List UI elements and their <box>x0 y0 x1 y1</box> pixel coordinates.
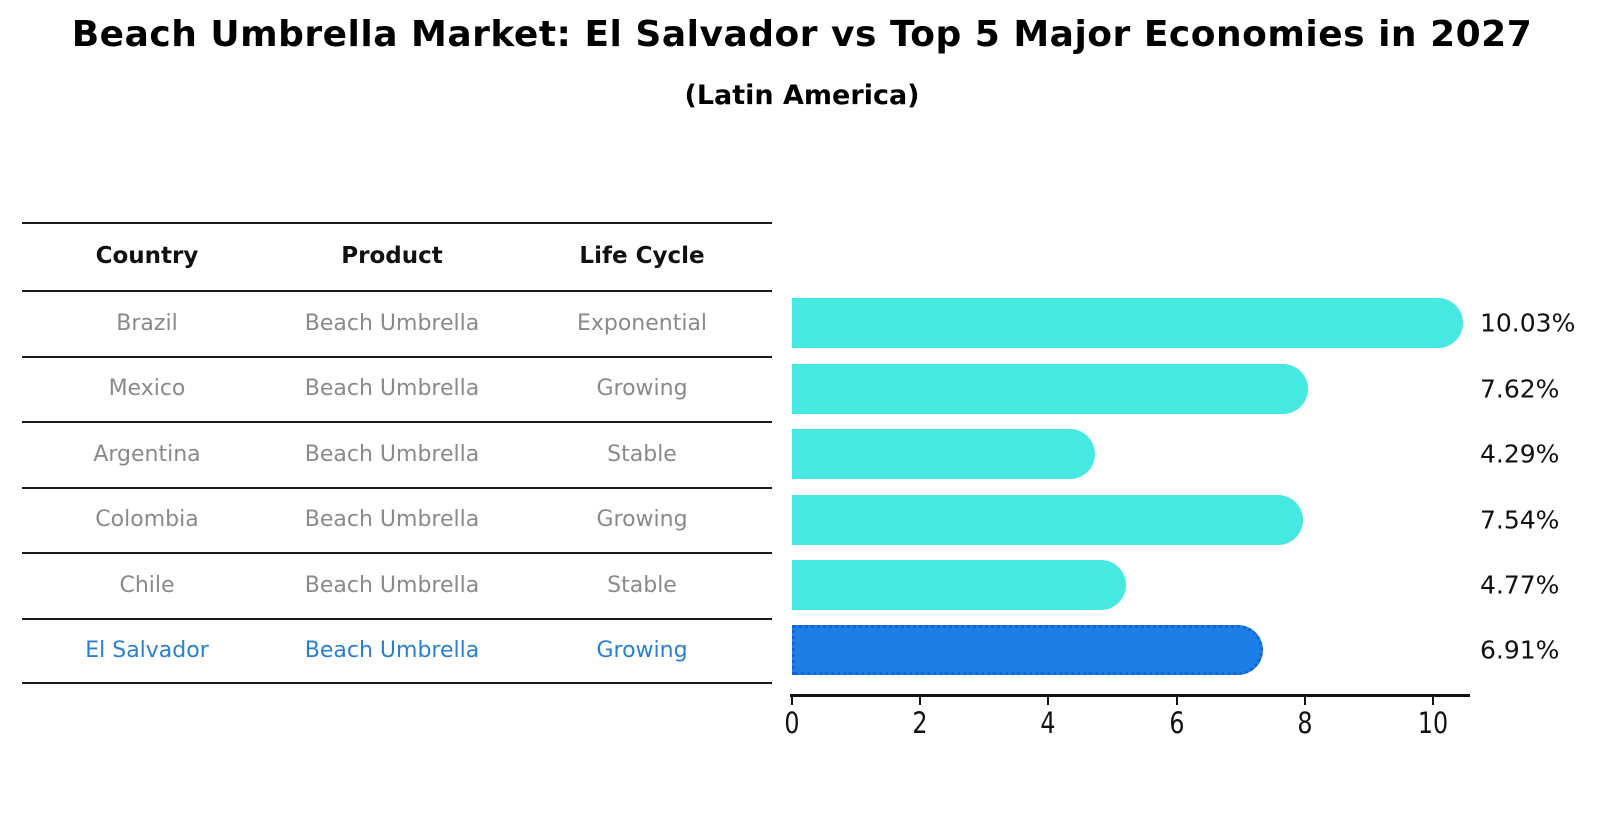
x-axis-tick-label: 4 <box>1040 706 1056 740</box>
x-axis-line <box>790 694 1470 697</box>
x-axis-tick <box>1432 694 1434 705</box>
table-cell: Beach Umbrella <box>304 376 480 401</box>
table-cell: Beach Umbrella <box>304 637 480 663</box>
table-header-cell: Product <box>341 243 443 269</box>
table-cell: Beach Umbrella <box>304 507 480 532</box>
x-axis-tick <box>1303 694 1306 705</box>
bar <box>792 494 1304 545</box>
x-axis-tick-label: 10 <box>1417 706 1449 740</box>
bar <box>792 429 1095 479</box>
chart-subtitle: (Latin America) <box>684 80 920 111</box>
table-rule-line <box>22 290 772 292</box>
bar <box>792 298 1463 348</box>
table-cell: El Salvador <box>85 637 209 663</box>
table-rule-line <box>22 487 772 489</box>
table-header-cell: Life Cycle <box>579 243 705 269</box>
table-cell: Mexico <box>108 376 186 401</box>
value-label: 7.62% <box>1480 374 1560 403</box>
table-cell: Growing <box>596 376 688 401</box>
bar-highlighted <box>792 625 1263 675</box>
chart-title: Beach Umbrella Market: El Salvador vs To… <box>71 14 1533 55</box>
table-cell: Argentina <box>93 441 201 467</box>
table-cell: Growing <box>596 507 688 532</box>
table-rule-line <box>22 552 772 554</box>
table-header-cell: Country <box>95 243 199 269</box>
x-axis-tick-label: 6 <box>1169 706 1185 740</box>
x-axis-tick-label: 2 <box>912 706 928 740</box>
table-cell: Chile <box>119 572 175 598</box>
value-label: 6.91% <box>1480 635 1560 665</box>
value-label: 4.29% <box>1480 439 1560 469</box>
table-rule-line <box>22 421 772 423</box>
table-cell: Growing <box>596 637 688 663</box>
table-cell: Exponential <box>576 310 708 336</box>
table-cell: Stable <box>607 572 677 598</box>
x-axis-tick-label: 0 <box>784 706 800 740</box>
x-axis-tick <box>919 694 922 705</box>
table-rule-line <box>22 356 772 358</box>
value-label: 4.77% <box>1480 570 1560 600</box>
x-axis-tick-label: 8 <box>1297 706 1313 740</box>
bar <box>792 363 1309 414</box>
table-cell: Stable <box>607 441 677 467</box>
table-cell: Beach Umbrella <box>304 310 480 336</box>
table-rule-line <box>22 618 772 620</box>
table-rule-line <box>22 222 772 224</box>
table-cell: Colombia <box>95 507 199 532</box>
table-cell: Brazil <box>116 310 178 336</box>
x-axis-tick <box>1175 694 1178 705</box>
table-cell: Beach Umbrella <box>304 572 480 598</box>
x-axis-tick <box>1047 694 1050 705</box>
table-cell: Beach Umbrella <box>304 441 480 467</box>
x-axis-tick <box>791 694 793 705</box>
bar <box>792 560 1126 610</box>
table-rule-line <box>22 682 772 684</box>
value-label: 7.54% <box>1480 505 1560 534</box>
value-label: 10.03% <box>1480 308 1576 338</box>
